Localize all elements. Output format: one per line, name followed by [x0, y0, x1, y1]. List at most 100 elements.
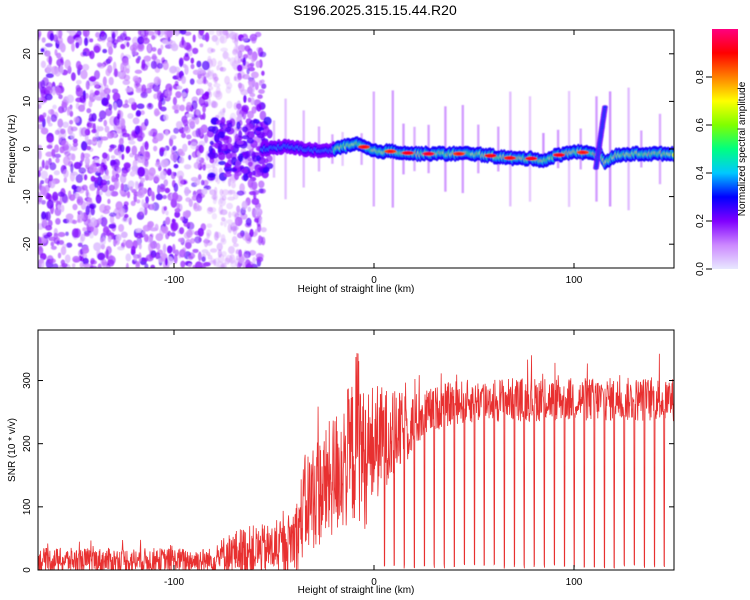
- spectrogram-cell: [100, 136, 109, 141]
- spectrogram-cell: [97, 140, 102, 148]
- spectrogram-cell: [186, 229, 193, 239]
- spectrogram-cell: [45, 211, 51, 221]
- spectrogram-cell: [184, 64, 189, 75]
- snr-x-tick-label: -100: [164, 577, 184, 588]
- spectrogram-cell: [86, 108, 92, 114]
- spectrogram-streak: [542, 133, 545, 165]
- snr-y-axis-title: SNR (10 * v/v): [7, 418, 18, 482]
- spectrogram-cell: [236, 64, 243, 72]
- spectrogram-cell: [169, 30, 176, 36]
- spectrogram-cell: [79, 95, 87, 104]
- spectrogram-cell: [38, 104, 42, 110]
- spectrogram-cell: [179, 30, 187, 35]
- spectrogram-cell: [86, 145, 92, 151]
- spectrogram-cell: [72, 255, 80, 263]
- spectrogram-cell: [167, 230, 172, 237]
- spectrogram-cell: [204, 32, 210, 42]
- spectrogram-cell: [156, 90, 162, 96]
- spectrogram-cell: [151, 55, 158, 60]
- spectrogram-cell: [186, 101, 192, 108]
- spectrogram-cell: [209, 248, 218, 253]
- spectrogram-cell: [144, 263, 149, 268]
- spectrogram-cell: [120, 62, 124, 73]
- spectrogram-cell: [207, 69, 212, 77]
- spectrogram-cell: [93, 95, 101, 101]
- spectrogram-cell: [114, 179, 120, 189]
- spectrogram-cell: [153, 174, 161, 183]
- spectrogram-cell: [99, 166, 104, 176]
- spectrogram-cell: [165, 83, 173, 92]
- spectrogram-cell: [122, 57, 129, 67]
- spectrogram-cell: [528, 157, 535, 160]
- spectrogram-cell: [181, 36, 185, 46]
- colorbar: 0.0 0.2 0.4 0.6 0.8 Normalized spectral ampl…: [695, 29, 748, 276]
- spectrogram-cell: [101, 258, 108, 266]
- spectrogram-cell: [204, 133, 209, 144]
- spectrogram-cell: [57, 252, 62, 259]
- spectrogram-cell: [248, 79, 256, 88]
- spectrogram-cell: [242, 126, 248, 133]
- spectrogram-cell: [66, 94, 75, 104]
- spectrogram-cell: [71, 184, 77, 190]
- spectrogram-cell: [203, 237, 209, 248]
- spectrogram-cell: [75, 41, 80, 49]
- spectrogram-cell: [71, 263, 76, 268]
- spectrogram-cell: [131, 145, 138, 156]
- spectrogram-cell: [104, 125, 110, 133]
- spectrogram-cell: [219, 209, 228, 216]
- spectrogram-cell: [40, 170, 48, 180]
- spectrogram-cell: [227, 196, 235, 201]
- spectrogram-cell: [174, 207, 181, 213]
- spectrogram-cell: [134, 125, 141, 135]
- spectrogram-cell: [125, 68, 130, 74]
- spectrogram-cell: [253, 194, 257, 200]
- spectrogram-cell: [113, 42, 117, 49]
- spectrogram-cell: [136, 103, 145, 110]
- spectrogram-x-tick-label: 100: [566, 275, 583, 286]
- spectrogram-cell: [209, 207, 217, 213]
- spectrogram-cell: [227, 122, 233, 129]
- spectrogram-cell: [113, 102, 118, 111]
- spectrogram-cell: [160, 97, 166, 106]
- spectrogram-cell: [124, 213, 129, 219]
- spectrogram-cell: [97, 218, 102, 225]
- spectrogram-cell: [175, 91, 182, 99]
- spectrogram-cell: [201, 249, 209, 254]
- spectrogram-cell: [54, 153, 62, 159]
- spectrogram-cell: [220, 116, 226, 125]
- spectrogram-cell: [217, 111, 225, 119]
- spectrogram-cell: [153, 108, 160, 117]
- spectrogram-cell: [190, 57, 195, 64]
- spectrogram-cell: [133, 194, 137, 203]
- spectrogram-cell: [127, 112, 134, 119]
- spectrogram-cell: [106, 131, 115, 139]
- spectrogram-cell: [238, 249, 243, 258]
- spectrogram-cell: [214, 231, 219, 241]
- spectrogram-cell: [187, 140, 192, 146]
- spectrogram-cell: [221, 189, 230, 196]
- spectrogram-cell: [48, 236, 57, 242]
- spectrogram-cell: [211, 213, 218, 220]
- spectrogram-cell: [181, 75, 187, 85]
- spectrogram-cell: [155, 133, 164, 142]
- spectrogram-cell: [223, 172, 232, 178]
- spectrogram-cell: [251, 181, 258, 191]
- spectrogram-cell: [227, 178, 232, 187]
- spectrogram-cell: [78, 167, 87, 174]
- spectrogram-cell: [57, 204, 61, 210]
- spectrogram-cell: [236, 205, 241, 213]
- spectrogram-cell: [58, 106, 65, 114]
- spectrogram-cell: [41, 159, 45, 169]
- spectrogram-cell: [82, 30, 90, 38]
- spectrogram-cell: [123, 74, 131, 81]
- spectrogram-cell: [215, 36, 220, 46]
- spectrogram-cell: [250, 71, 259, 79]
- spectrogram-cell: [38, 97, 42, 102]
- spectrogram-cell: [97, 172, 101, 177]
- spectrogram-cell: [46, 136, 54, 143]
- spectrogram-cell: [64, 254, 71, 264]
- spectrogram-cell: [92, 160, 96, 167]
- spectrogram-cell: [245, 217, 252, 227]
- spectrogram-cell: [98, 117, 103, 123]
- spectrogram-cell: [143, 207, 148, 216]
